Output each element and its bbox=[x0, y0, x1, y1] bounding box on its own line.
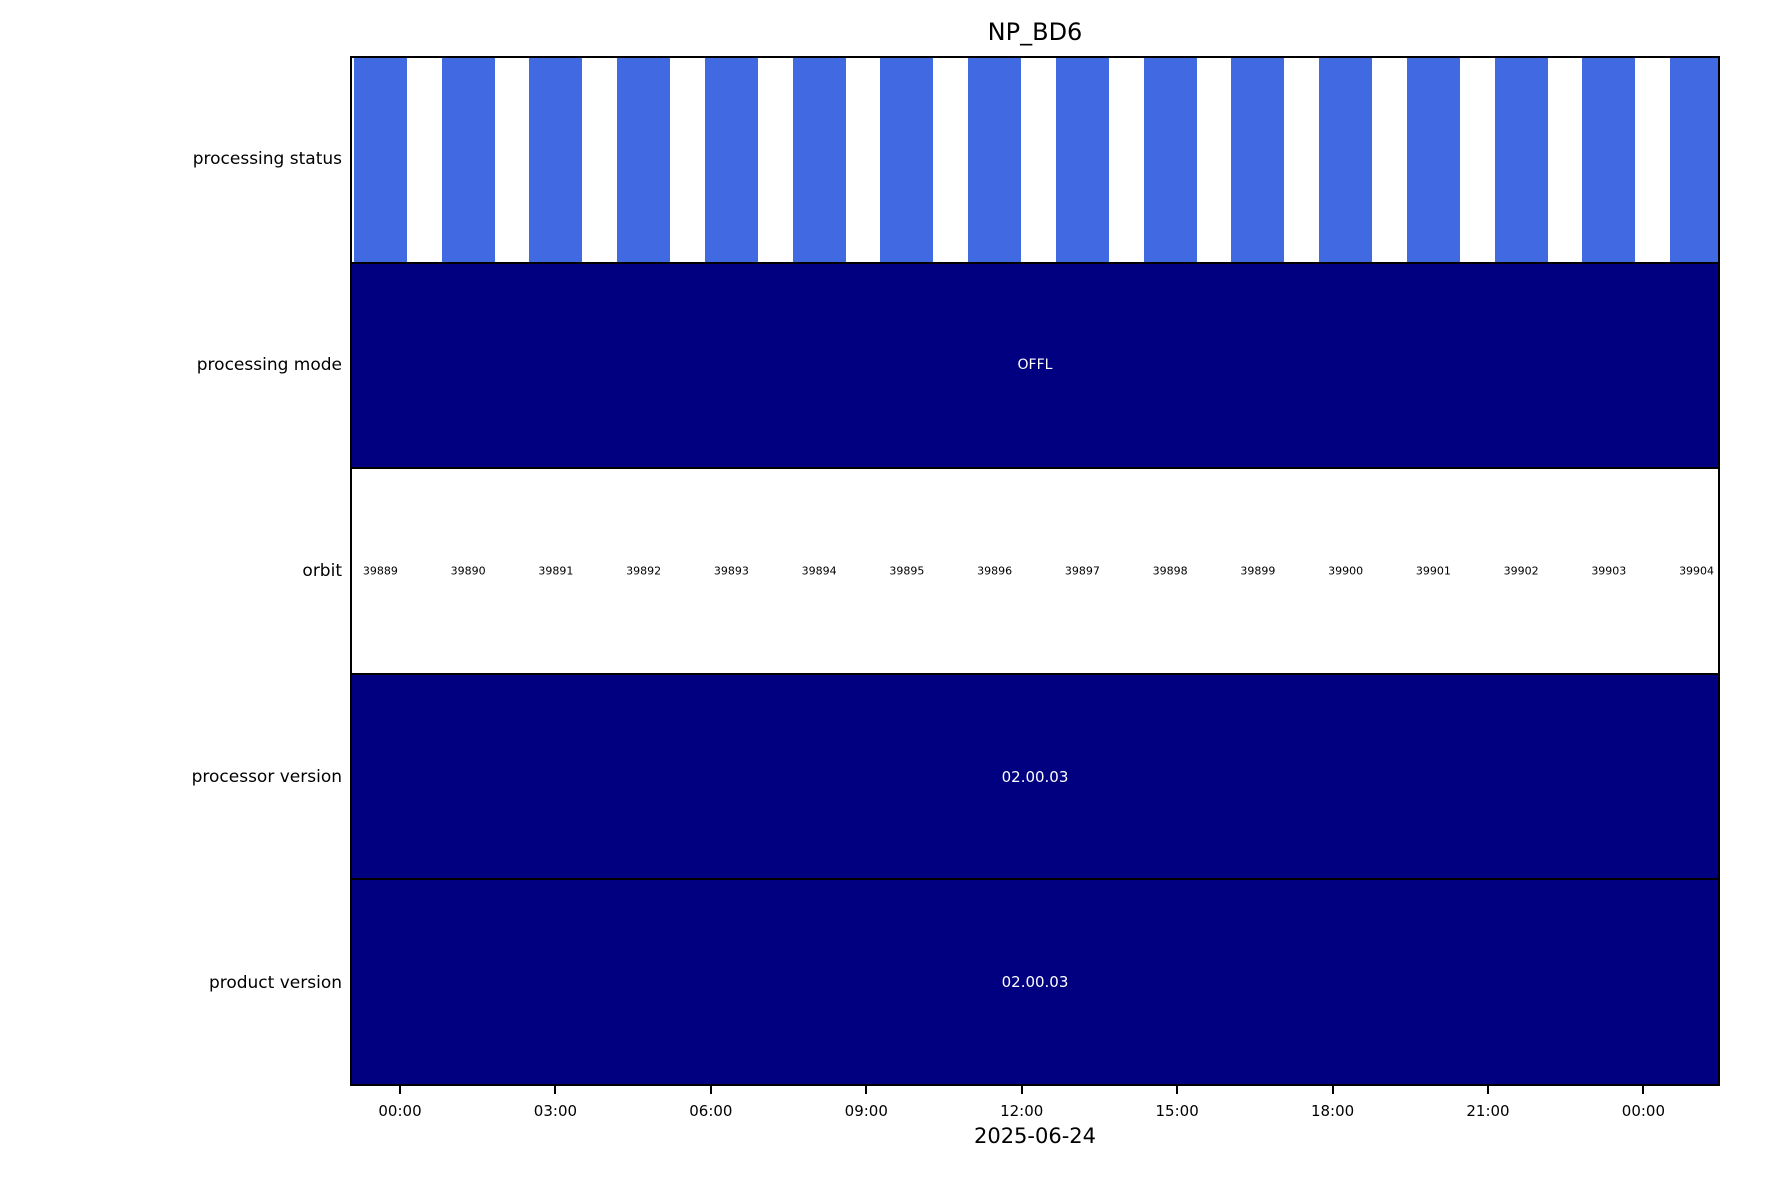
orbit-label: 39889 bbox=[362, 564, 398, 578]
x-tick-label: 15:00 bbox=[1155, 1102, 1199, 1120]
x-tick-label: 12:00 bbox=[1000, 1102, 1044, 1120]
x-tick-label: 18:00 bbox=[1310, 1102, 1355, 1120]
orbit-label: 39896 bbox=[977, 564, 1013, 578]
processor-version-value: 02.00.03 bbox=[1001, 767, 1069, 786]
status-bar bbox=[353, 58, 407, 262]
row-processor-version: 02.00.03 bbox=[352, 672, 1718, 879]
y-label-processing-status: processing status bbox=[192, 149, 342, 169]
row-product-version: 02.00.03 bbox=[352, 878, 1718, 1084]
orbit-label: 39904 bbox=[1679, 564, 1715, 578]
status-bar bbox=[1055, 58, 1109, 262]
x-tick-label: 09:00 bbox=[844, 1102, 888, 1120]
orbit-label: 39895 bbox=[889, 564, 925, 578]
status-bar bbox=[880, 58, 934, 262]
status-bar bbox=[1670, 58, 1718, 262]
x-tick-mark bbox=[1020, 1086, 1023, 1094]
status-bar bbox=[441, 58, 495, 262]
status-bar bbox=[529, 58, 583, 262]
x-axis-date-label: 2025-06-24 bbox=[973, 1124, 1097, 1148]
orbit-label: 39892 bbox=[626, 564, 662, 578]
status-bar bbox=[1143, 58, 1197, 262]
orbit-label: 39894 bbox=[801, 564, 837, 578]
orbit-label: 39897 bbox=[1064, 564, 1100, 578]
orbit-label: 39890 bbox=[450, 564, 486, 578]
orbit-label: 39899 bbox=[1240, 564, 1276, 578]
x-tick-mark bbox=[399, 1086, 401, 1094]
orbit-label: 39891 bbox=[538, 564, 574, 578]
x-tick-label: 00:00 bbox=[378, 1102, 422, 1120]
x-tick-mark bbox=[709, 1086, 712, 1094]
orbit-label: 39902 bbox=[1503, 564, 1539, 578]
product-version-value: 02.00.03 bbox=[1001, 973, 1069, 992]
row-processing-status bbox=[352, 58, 1718, 262]
status-bar bbox=[792, 58, 846, 262]
x-tick-label: 03:00 bbox=[533, 1102, 578, 1120]
row-orbit: 39889 39890 39891 39892 39893 39894 39895 39896… bbox=[352, 467, 1718, 673]
status-bar bbox=[1231, 58, 1285, 262]
x-tick-mark bbox=[1331, 1086, 1334, 1094]
status-bar bbox=[1319, 58, 1373, 262]
row-processing-mode: OFFL bbox=[352, 261, 1718, 468]
y-label-processor-version: processor version bbox=[191, 767, 342, 787]
y-label-product-version: product version bbox=[208, 973, 342, 993]
y-label-orbit: orbit bbox=[302, 561, 342, 581]
status-bar bbox=[1406, 58, 1460, 262]
plot-area: OFFL 39889 39890 39891 39892 39893 39894 39895… bbox=[350, 56, 1720, 1086]
x-tick-mark bbox=[1642, 1086, 1645, 1094]
x-tick-label: 00:00 bbox=[1621, 1102, 1666, 1120]
orbit-label: 39893 bbox=[713, 564, 749, 578]
x-axis: 00:00 03:00 06:00 09:00 12:00 15:00 18:00 21:00… bbox=[350, 1086, 1720, 1128]
status-bar bbox=[704, 58, 758, 262]
processing-mode-value: OFFL bbox=[1017, 357, 1053, 374]
status-bar bbox=[1582, 58, 1636, 262]
x-tick-label: 06:00 bbox=[689, 1102, 733, 1120]
status-bar bbox=[617, 58, 671, 262]
orbit-label: 39903 bbox=[1591, 564, 1627, 578]
x-tick-label: 21:00 bbox=[1466, 1102, 1510, 1120]
x-tick-mark bbox=[1486, 1086, 1489, 1094]
x-tick-mark bbox=[865, 1086, 868, 1094]
orbit-label: 39898 bbox=[1152, 564, 1188, 578]
x-tick-mark bbox=[1176, 1086, 1179, 1094]
chart-title: NP_BD6 bbox=[987, 18, 1083, 46]
status-bar bbox=[1494, 58, 1548, 262]
x-tick-mark bbox=[554, 1086, 557, 1094]
y-label-processing-mode: processing mode bbox=[196, 355, 342, 375]
status-bar bbox=[968, 58, 1022, 262]
orbit-label: 39901 bbox=[1415, 564, 1451, 578]
orbit-label: 39900 bbox=[1328, 564, 1364, 578]
